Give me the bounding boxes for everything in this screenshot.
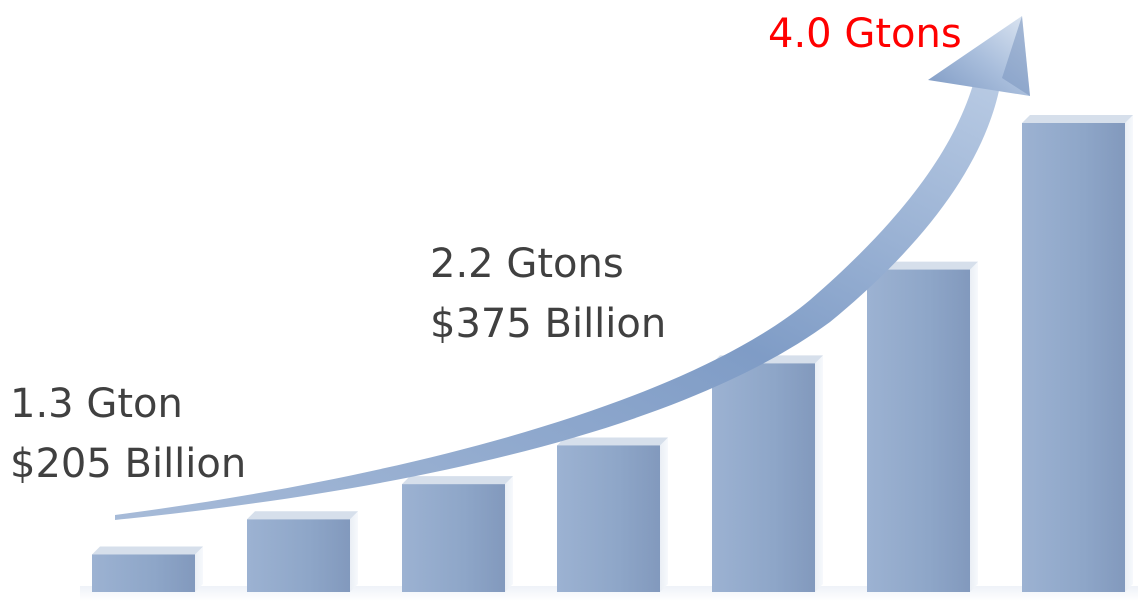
bar-7-front — [1022, 123, 1125, 592]
bar-3-top — [402, 476, 513, 485]
bar-3 — [402, 476, 513, 592]
annotation-start-value: $205 Billion — [10, 441, 247, 487]
annotation-start: 1.3 Gton $205 Billion — [10, 374, 246, 494]
bar-6-front — [867, 269, 970, 592]
bar-1-front — [92, 554, 195, 592]
bar-4-front — [557, 445, 660, 592]
bar-1 — [92, 546, 203, 592]
annotation-mid: 2.2 Gtons $375 Billion — [430, 234, 666, 354]
bar-6-top — [867, 261, 978, 270]
bar-5-front — [712, 363, 815, 592]
bar-1-top — [92, 546, 203, 555]
bar-6 — [867, 261, 978, 592]
bar-3-front — [402, 484, 505, 592]
bars-layer — [92, 115, 1133, 592]
bar-2 — [247, 511, 358, 592]
bar-3-side — [505, 476, 513, 592]
annotation-start-tons: 1.3 Gton — [10, 381, 183, 427]
bar-2-front — [247, 519, 350, 592]
bar-4 — [557, 437, 668, 592]
bar-7-top — [1022, 115, 1133, 123]
trend-arrow-body — [115, 78, 1000, 520]
bar-6-side — [970, 261, 978, 592]
bar-7-side — [1125, 115, 1133, 592]
trend-arrowhead-shade — [1002, 16, 1030, 96]
bar-5-side — [815, 355, 823, 592]
bar-2-side — [350, 511, 358, 592]
bar-2-top — [247, 511, 358, 520]
bar-4-side — [660, 437, 668, 592]
bar-1-side — [195, 546, 203, 592]
bar-4-top — [557, 437, 668, 446]
annotation-mid-value: $375 Billion — [430, 301, 667, 347]
trend-arrow — [115, 16, 1030, 520]
annotation-end: 4.0 Gtons — [768, 4, 962, 64]
annotation-end-tons: 4.0 Gtons — [768, 11, 962, 57]
annotation-mid-tons: 2.2 Gtons — [430, 241, 624, 287]
bar-7 — [1022, 115, 1133, 592]
bar-5 — [712, 355, 823, 592]
